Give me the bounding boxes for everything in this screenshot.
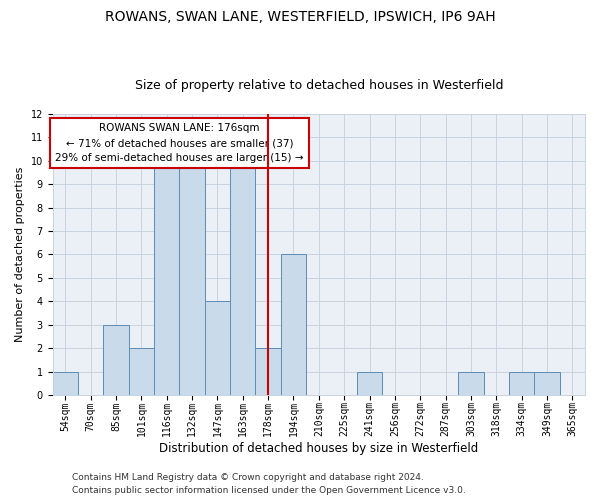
Y-axis label: Number of detached properties: Number of detached properties — [15, 167, 25, 342]
Text: Contains HM Land Registry data © Crown copyright and database right 2024.
Contai: Contains HM Land Registry data © Crown c… — [72, 474, 466, 495]
Bar — [357, 372, 382, 395]
Bar — [509, 372, 535, 395]
Bar — [281, 254, 306, 395]
Bar — [179, 161, 205, 395]
Text: ROWANS SWAN LANE: 176sqm
← 71% of detached houses are smaller (37)
29% of semi-d: ROWANS SWAN LANE: 176sqm ← 71% of detach… — [55, 124, 304, 163]
X-axis label: Distribution of detached houses by size in Westerfield: Distribution of detached houses by size … — [159, 442, 478, 455]
Bar — [458, 372, 484, 395]
Bar — [256, 348, 281, 395]
Bar — [535, 372, 560, 395]
Bar — [103, 324, 129, 395]
Title: Size of property relative to detached houses in Westerfield: Size of property relative to detached ho… — [134, 79, 503, 92]
Bar — [53, 372, 78, 395]
Bar — [154, 161, 179, 395]
Bar — [230, 161, 256, 395]
Bar — [129, 348, 154, 395]
Text: ROWANS, SWAN LANE, WESTERFIELD, IPSWICH, IP6 9AH: ROWANS, SWAN LANE, WESTERFIELD, IPSWICH,… — [104, 10, 496, 24]
Bar — [205, 302, 230, 395]
